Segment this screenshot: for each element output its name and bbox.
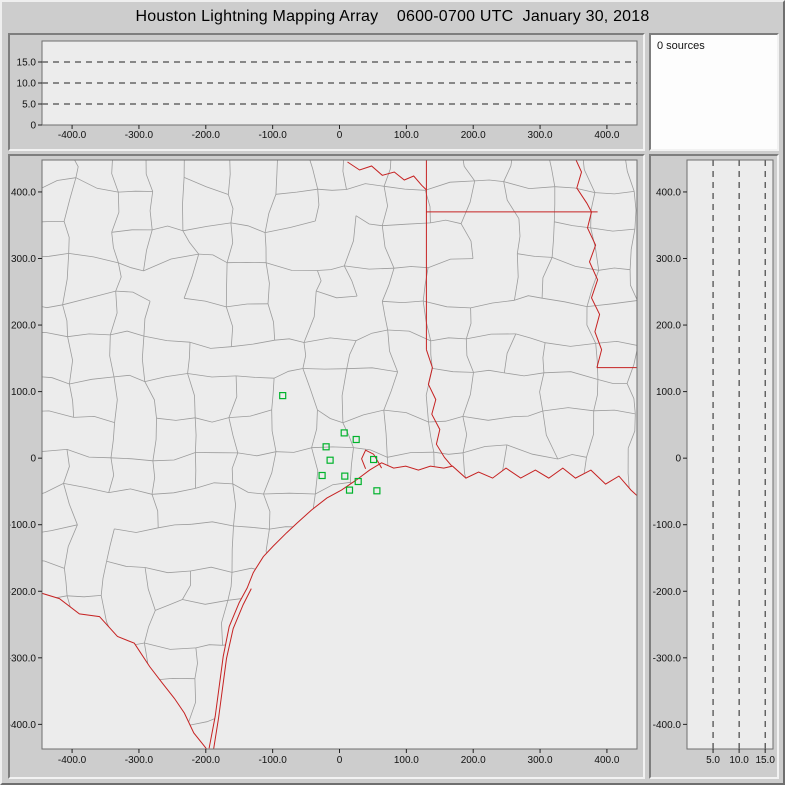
altitude-ew-plot[interactable]: -400.0 -300.0 -200.0 -100.0 0 100.0 200.0 300.0… [10, 35, 643, 149]
sources-count-panel: 0 sources [649, 33, 779, 151]
svg-text:10.0: 10.0 [17, 79, 37, 90]
svg-text:200.0: 200.0 [656, 321, 681, 332]
svg-text:-100.0: -100.0 [10, 520, 36, 531]
svg-text:400.0: 400.0 [11, 187, 36, 198]
svg-text:300.0: 300.0 [528, 755, 553, 766]
svg-text:200.0: 200.0 [461, 755, 486, 766]
svg-text:0: 0 [337, 755, 343, 766]
plan-view-map-plot[interactable]: -400.0 -300.0 -200.0 -100.0 0 100.0 200.0 300.0… [10, 156, 643, 777]
svg-text:300.0: 300.0 [11, 254, 36, 265]
svg-text:0: 0 [30, 454, 36, 465]
page-title: Houston Lightning Mapping Array 0600-070… [135, 8, 650, 25]
svg-text:0: 0 [337, 130, 343, 141]
svg-text:-200.0: -200.0 [192, 755, 221, 766]
svg-text:400.0: 400.0 [594, 755, 619, 766]
svg-text:100.0: 100.0 [656, 387, 681, 398]
svg-text:-100.0: -100.0 [258, 130, 287, 141]
svg-text:400.0: 400.0 [656, 187, 681, 198]
svg-text:100.0: 100.0 [394, 130, 419, 141]
svg-text:400.0: 400.0 [594, 130, 619, 141]
svg-text:200.0: 200.0 [11, 321, 36, 332]
altitude-ns-plot[interactable]: 5.0 10.0 15.0 400.0 300.0 200.0 100.0 0 -100.0 -2… [651, 156, 777, 777]
svg-text:10.0: 10.0 [729, 755, 749, 766]
svg-text:5.0: 5.0 [22, 100, 36, 111]
svg-text:-300.0: -300.0 [125, 130, 154, 141]
svg-text:-300.0: -300.0 [653, 653, 682, 664]
altitude-ew-panel[interactable]: -400.0 -300.0 -200.0 -100.0 0 100.0 200.0 300.0… [8, 33, 645, 151]
svg-text:-200.0: -200.0 [653, 587, 682, 598]
svg-text:100.0: 100.0 [394, 755, 419, 766]
svg-text:-400.0: -400.0 [10, 720, 36, 731]
svg-text:200.0: 200.0 [461, 130, 486, 141]
svg-text:0: 0 [30, 121, 36, 132]
sources-count-label: 0 sources [657, 40, 705, 52]
svg-text:-100.0: -100.0 [258, 755, 287, 766]
svg-text:300.0: 300.0 [528, 130, 553, 141]
altitude-ns-panel[interactable]: 5.0 10.0 15.0 400.0 300.0 200.0 100.0 0 -100.0 -2… [649, 154, 779, 779]
svg-text:15.0: 15.0 [755, 755, 775, 766]
svg-text:-300.0: -300.0 [10, 653, 36, 664]
svg-text:5.0: 5.0 [706, 755, 720, 766]
svg-text:-300.0: -300.0 [125, 755, 154, 766]
svg-text:100.0: 100.0 [11, 387, 36, 398]
svg-text:15.0: 15.0 [17, 58, 37, 69]
svg-text:300.0: 300.0 [656, 254, 681, 265]
svg-text:-200.0: -200.0 [192, 130, 221, 141]
svg-text:-200.0: -200.0 [10, 587, 36, 598]
svg-text:0: 0 [675, 454, 681, 465]
svg-text:-400.0: -400.0 [58, 755, 87, 766]
svg-text:-100.0: -100.0 [653, 520, 682, 531]
svg-text:-400.0: -400.0 [58, 130, 87, 141]
plan-view-map-panel[interactable]: -400.0 -300.0 -200.0 -100.0 0 100.0 200.0 300.0… [8, 154, 645, 779]
svg-text:-400.0: -400.0 [653, 720, 682, 731]
